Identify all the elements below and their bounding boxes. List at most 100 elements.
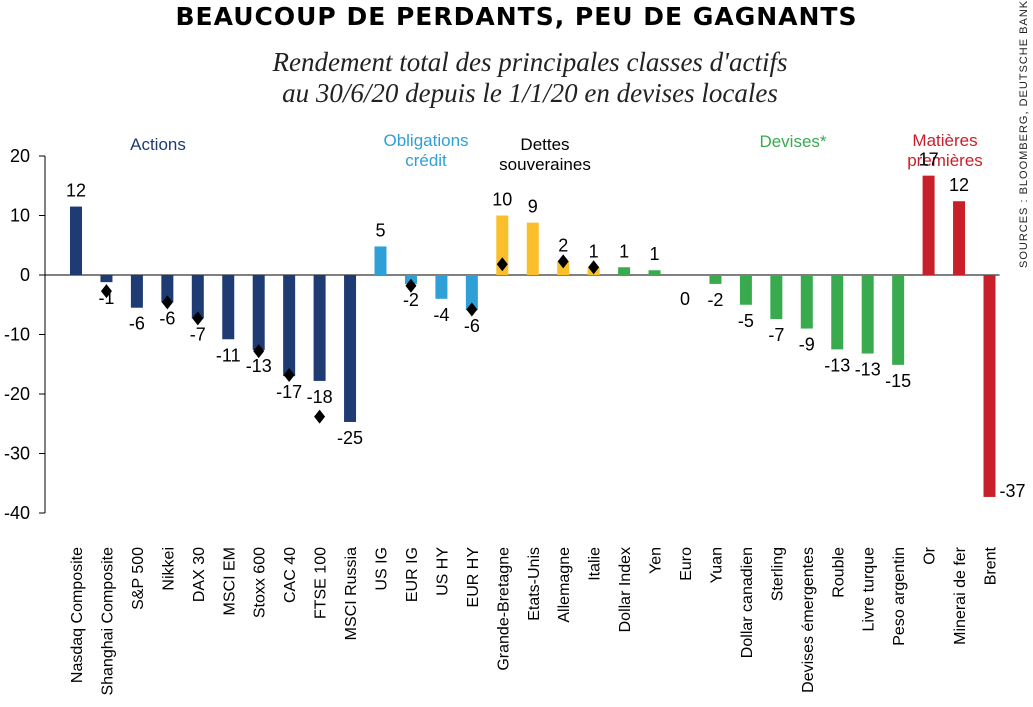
marker-diamond-16 [557,254,569,269]
bar-18 [618,267,631,275]
marker-diamond-17 [588,260,600,275]
category-label-22: Dollar canadien [739,547,756,658]
value-label-14: 10 [492,190,512,210]
bar-12 [435,275,448,299]
bar-28 [922,175,935,275]
category-label-4: DAX 30 [191,547,208,602]
category-label-14: Grande-Bretagne [495,547,512,671]
bar-0 [70,206,82,275]
marker-diamond-14 [496,257,508,272]
category-label-21: Yuan [708,547,725,583]
marker-diamond-7 [283,367,295,382]
bar-30 [983,275,996,497]
value-label-10: 5 [375,220,385,240]
category-label-3: Nikkei [160,547,177,591]
value-label-12: -4 [433,305,449,325]
value-label-30: -37 [1000,481,1026,501]
marker-diamond-6 [253,344,265,359]
value-label-3: -6 [159,308,175,328]
y-tick-label: 10 [10,206,30,226]
y-tick-label: -30 [4,444,30,464]
category-label-16: Allemagne [556,547,573,623]
category-label-11: EUR IG [404,547,421,602]
category-label-28: Or [922,546,939,564]
value-label-5: -11 [216,345,241,365]
bar-15 [526,222,539,275]
category-label-15: Etats-Unis [526,547,543,621]
value-label-25: -13 [824,355,850,375]
value-label-24: -9 [799,335,815,355]
value-label-22: -5 [738,311,754,331]
value-label-4: -7 [190,324,206,344]
value-label-23: -7 [768,325,784,345]
category-label-8: FTSE 100 [313,547,330,619]
y-tick-label: 20 [10,146,30,166]
bar-5 [222,275,235,340]
marker-diamond-11 [405,278,417,293]
value-label-7: -17 [276,382,302,402]
category-label-2: S&P 500 [130,547,147,610]
category-label-18: Dollar Index [617,547,634,632]
group-header-0: Actions [130,135,186,154]
bar-24 [800,275,813,329]
category-label-24: Devises émergentes [800,547,817,693]
bar-21 [709,275,722,284]
bar-2 [130,275,143,308]
category-label-17: Italie [587,547,604,581]
value-label-8: -18 [307,387,333,407]
y-tick-label: -10 [4,325,30,345]
category-label-26: Livre turque [861,547,878,632]
bar-10 [374,246,387,275]
bar-23 [770,275,783,320]
value-label-26: -13 [855,360,881,380]
category-label-10: US IG [374,547,391,591]
value-label-6: -13 [246,356,272,376]
bar-25 [831,275,844,350]
group-header-2: Dettes souveraines [499,135,591,174]
category-label-29: Minerai de fer [952,546,969,644]
bar-14 [496,215,509,275]
chart-subtitle-line2: au 30/6/20 depuis le 1/1/20 en devises l… [282,78,778,108]
category-label-1: Shanghai Composite [99,547,116,696]
value-label-27: -15 [885,371,911,391]
bar-27 [892,275,905,365]
bar-6 [252,275,265,350]
bar-4 [191,275,204,319]
value-label-18: 1 [619,241,629,261]
value-label-20: 0 [680,289,690,309]
category-label-19: Yen [648,547,665,574]
bar-13 [465,275,478,311]
value-label-2: -6 [129,314,145,334]
value-label-19: 1 [650,244,660,264]
bar-8 [313,275,326,381]
bar-9 [344,275,357,422]
category-label-25: Rouble [830,547,847,598]
value-label-11: -2 [403,290,419,310]
marker-diamond-3 [161,295,173,310]
bar-29 [953,201,966,275]
category-label-12: US HY [434,547,451,596]
value-label-0: 12 [66,181,86,201]
y-tick-label: -40 [4,503,30,523]
group-header-1: Obligations crédit [383,131,468,170]
bar-19 [648,270,661,275]
y-tick-label: 0 [20,265,30,285]
bar-26 [861,275,874,354]
marker-diamond-1 [100,284,112,299]
value-label-28: 17 [919,150,939,170]
category-label-6: Stoxx 600 [252,547,269,618]
value-label-9: -25 [337,428,363,448]
category-label-20: Euro [678,547,695,581]
bar-22 [739,275,752,305]
chart-subtitle-line1: Rendement total des principales classes … [272,47,788,77]
category-label-7: CAC 40 [282,547,299,603]
category-label-27: Peso argentin [891,547,908,646]
category-label-23: Sterling [769,547,786,601]
group-header-4: Matières premières [907,131,983,170]
group-header-3: Devises* [759,132,826,151]
marker-diamond-8 [314,409,326,424]
bar-7 [283,275,296,377]
value-label-15: 9 [528,197,538,217]
marker-diamond-4 [192,311,204,326]
